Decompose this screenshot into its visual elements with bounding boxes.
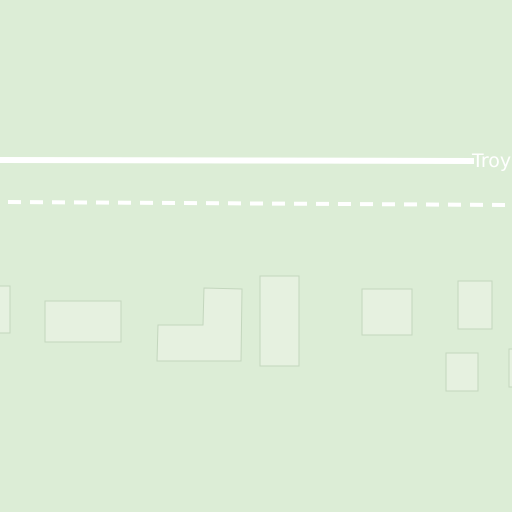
building[interactable] [156, 287, 243, 362]
building[interactable] [457, 280, 493, 330]
building[interactable] [445, 352, 479, 392]
building[interactable] [259, 275, 300, 367]
building[interactable] [44, 300, 122, 343]
building[interactable] [361, 288, 413, 336]
street-label: Troy [472, 150, 512, 172]
building[interactable] [508, 348, 512, 388]
road-dashed[interactable] [7, 200, 512, 207]
road-solid[interactable] [0, 157, 475, 164]
building[interactable] [0, 285, 11, 334]
